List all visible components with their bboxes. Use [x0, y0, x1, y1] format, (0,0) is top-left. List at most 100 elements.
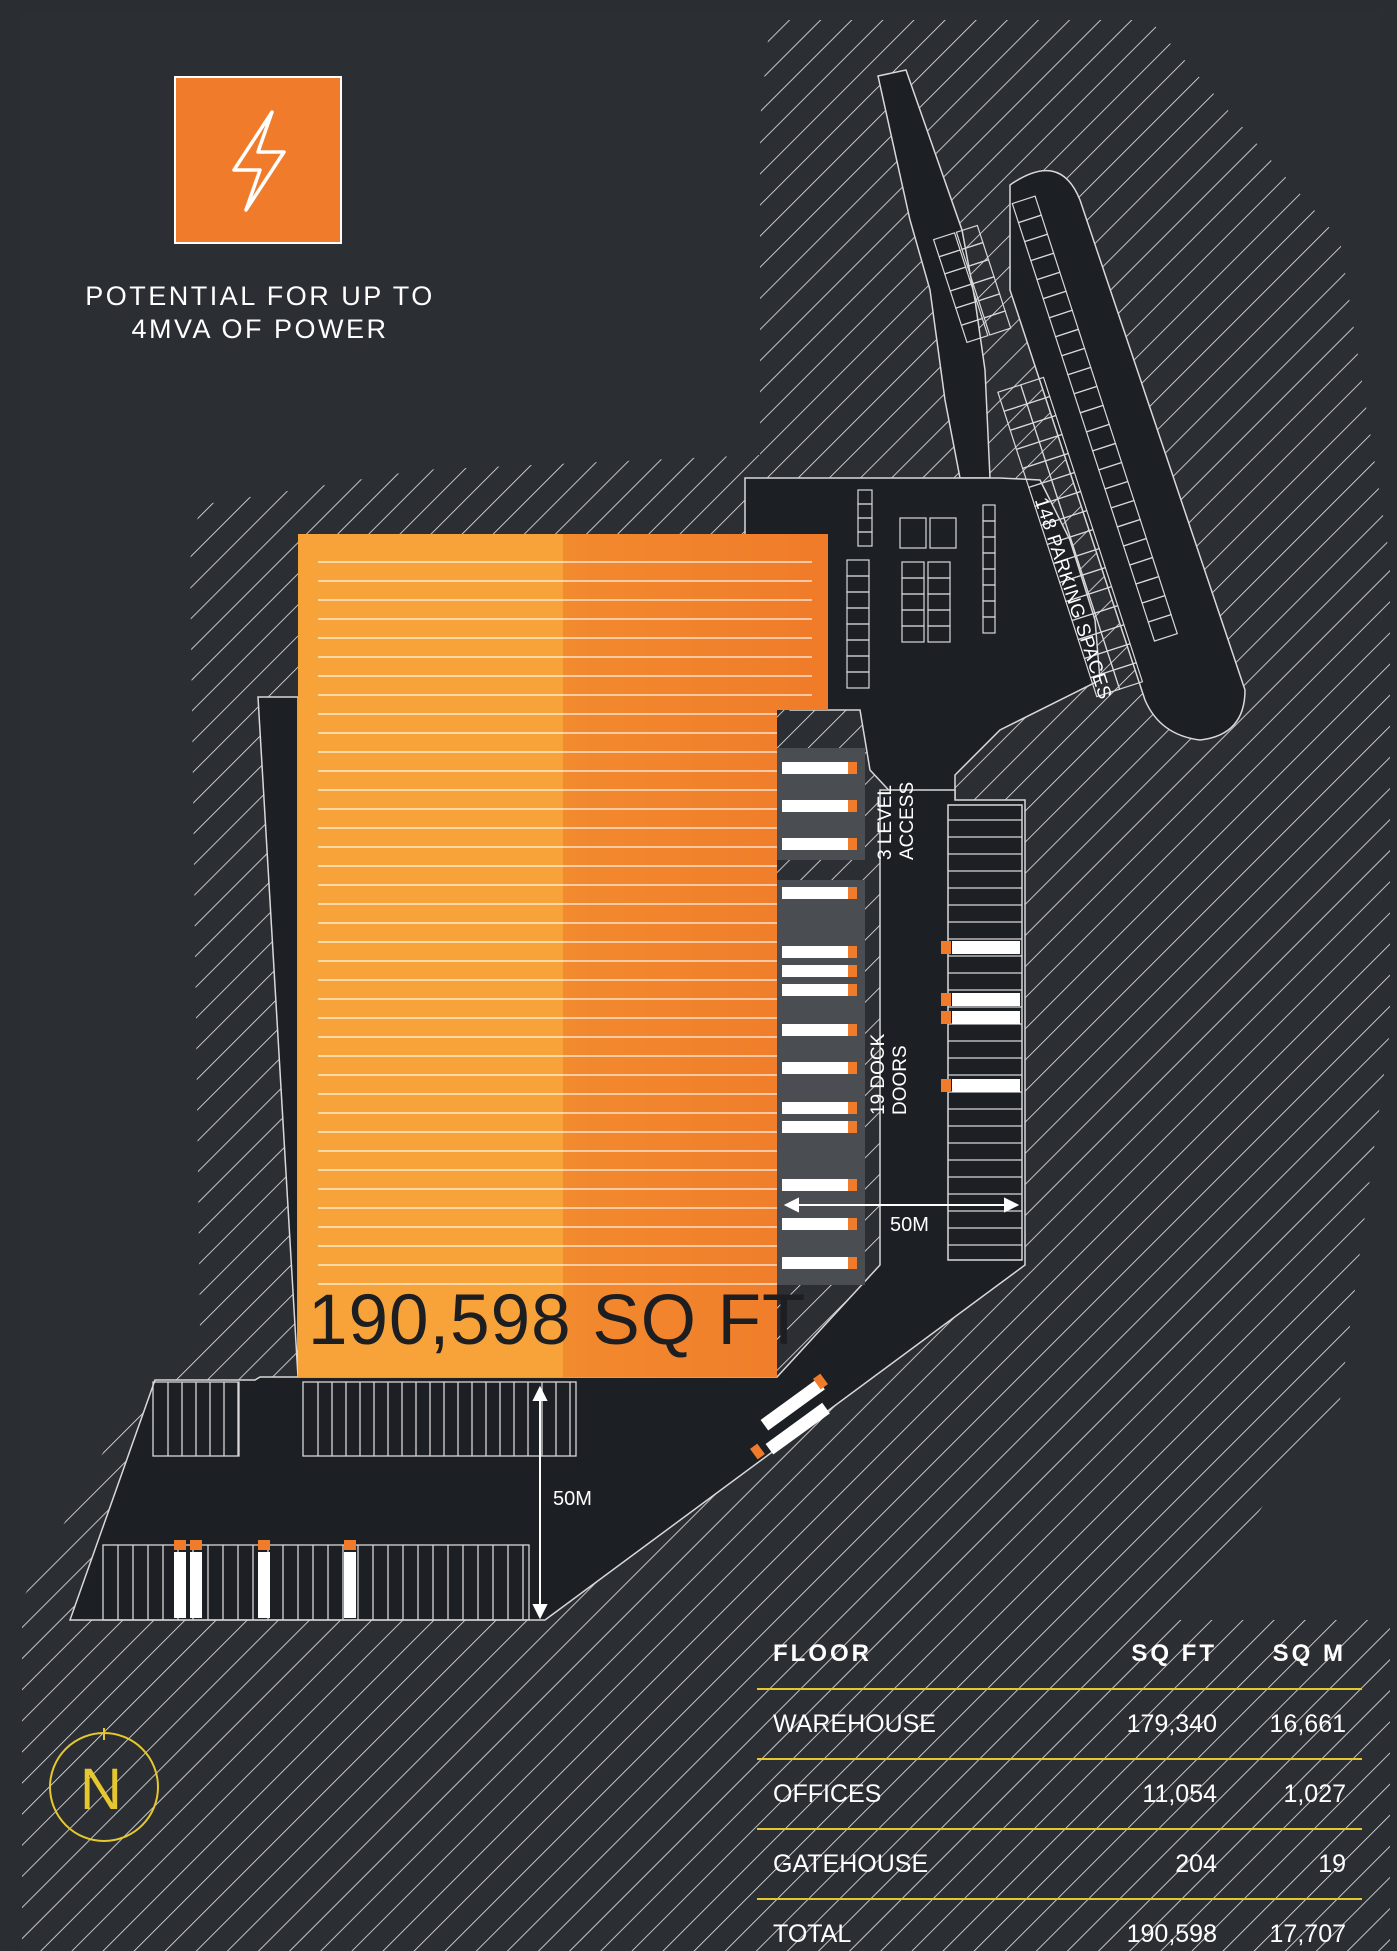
level-access-line-1: 3 LEVEL — [875, 785, 896, 860]
header-floor: FLOOR — [773, 1640, 872, 1667]
dock-trailer — [782, 1257, 848, 1269]
area-schedule-table: FLOOR SQ FT SQ M WAREHOUSE 179,340 16,66… — [757, 1620, 1362, 1951]
dimension-arrow-south — [532, 1385, 548, 1620]
parked-tractor — [941, 1011, 951, 1024]
table-row: WAREHOUSE 179,340 16,661 — [757, 1690, 1362, 1760]
dock-trailer — [782, 1062, 848, 1074]
row-sqft: 179,340 — [1126, 1709, 1217, 1738]
car-park-stalls — [846, 195, 1179, 698]
dock-trailer — [782, 984, 848, 996]
parked-tractor — [190, 1540, 202, 1550]
car-stall — [857, 531, 873, 547]
car-stall — [929, 517, 957, 549]
power-icon-box — [174, 76, 342, 244]
dock-tractor — [848, 1024, 857, 1036]
dock-tractor — [848, 762, 857, 774]
dock-tractor — [848, 965, 857, 977]
dock-tractor — [848, 1121, 857, 1133]
yard-depth-south-label: 50M — [553, 1488, 592, 1510]
row-sqft: 11,054 — [1142, 1779, 1217, 1808]
level-access-line-2: ACCESS — [897, 781, 918, 860]
car-stall — [901, 625, 925, 643]
lightning-bolt-icon — [232, 110, 286, 212]
car-stall — [982, 616, 996, 634]
parked-trailer — [258, 1552, 270, 1618]
parked-tractor — [941, 1079, 951, 1092]
building-area-label: 190,598 SQ FT — [308, 1281, 807, 1360]
car-stall — [846, 671, 870, 689]
dock-doors-line-2: DOORS — [890, 1045, 911, 1115]
yard-trailers — [750, 1373, 830, 1460]
row-floor: GATEHOUSE — [773, 1849, 929, 1878]
yard-depth-east-label: 50M — [890, 1214, 929, 1236]
row-sqm: 1,027 — [1283, 1779, 1346, 1808]
dock-tractor — [848, 946, 857, 958]
dock-tractor — [848, 887, 857, 899]
dock-doors-label: 19 DOCK DOORS — [868, 1034, 912, 1115]
header-sqm: SQ M — [1272, 1640, 1346, 1667]
header-sqft: SQ FT — [1131, 1640, 1217, 1667]
trailer-park-east — [947, 804, 1023, 1261]
parked-trailer — [344, 1552, 356, 1618]
car-stall — [1089, 669, 1121, 698]
dock-trailer — [782, 1218, 848, 1230]
warehouse-building — [298, 534, 828, 1377]
north-compass — [49, 1728, 159, 1842]
parked-trailer — [952, 993, 1020, 1006]
dock-tractor — [848, 984, 857, 996]
dock-tractor — [848, 1062, 857, 1074]
dock-trailer — [782, 965, 848, 977]
dock-trailer — [782, 838, 848, 850]
dock-trailer — [782, 887, 848, 899]
row-floor: TOTAL — [773, 1919, 852, 1948]
dock-trailer — [782, 1179, 848, 1191]
parked-trailer — [952, 1079, 1020, 1092]
row-sqm: 16,661 — [1269, 1709, 1346, 1738]
car-stall — [1147, 613, 1179, 642]
dock-tractor — [848, 838, 857, 850]
dock-trailer — [782, 800, 848, 812]
dock-tractor — [848, 800, 857, 812]
parked-tractor — [941, 993, 951, 1006]
car-stall — [960, 317, 989, 344]
table-row: OFFICES 11,054 1,027 — [757, 1760, 1362, 1830]
dock-trailer — [782, 1102, 848, 1114]
loop-car-park — [932, 195, 1179, 698]
table-header: FLOOR SQ FT SQ M — [757, 1620, 1362, 1690]
dock-trailer — [782, 762, 848, 774]
dock-doors-line-1: 19 DOCK — [868, 1033, 889, 1115]
car-stall — [899, 517, 927, 549]
table-row: GATEHOUSE 204 19 — [757, 1830, 1362, 1900]
dock-tractor — [848, 1257, 857, 1269]
parked-trailer — [952, 1011, 1020, 1024]
roads-and-yard — [68, 69, 1246, 1621]
dimension-arrow-east — [783, 1197, 1020, 1213]
row-sqm: 17,707 — [1269, 1919, 1346, 1948]
power-note: POTENTIAL FOR UP TO 4MVA OF POWER — [85, 281, 435, 344]
parked-trailer — [174, 1552, 186, 1618]
parked-trailer — [190, 1552, 202, 1618]
parked-tractor — [174, 1540, 186, 1550]
dock-trailer — [782, 1024, 848, 1036]
row-sqft: 190,598 — [1126, 1919, 1217, 1948]
parked-tractor — [344, 1540, 356, 1550]
level-access-label: 3 LEVEL ACCESS — [875, 782, 919, 860]
dock-trailer — [782, 1121, 848, 1133]
parked-tractor — [258, 1540, 270, 1550]
dock-tractor — [848, 1102, 857, 1114]
car-stall — [927, 625, 951, 643]
row-sqm: 19 — [1318, 1849, 1346, 1878]
parked-tractor — [941, 941, 951, 954]
row-floor: WAREHOUSE — [773, 1709, 936, 1738]
row-floor: OFFICES — [773, 1779, 882, 1808]
row-sqft: 204 — [1175, 1849, 1217, 1878]
dock-trucks — [782, 762, 857, 1269]
dock-trailer — [782, 946, 848, 958]
table-row-total: TOTAL 190,598 17,707 — [757, 1900, 1362, 1951]
dock-tractor — [848, 1218, 857, 1230]
car-stall — [983, 310, 1012, 336]
compass-letter: N — [80, 1757, 122, 1822]
dock-tractor — [848, 1179, 857, 1191]
